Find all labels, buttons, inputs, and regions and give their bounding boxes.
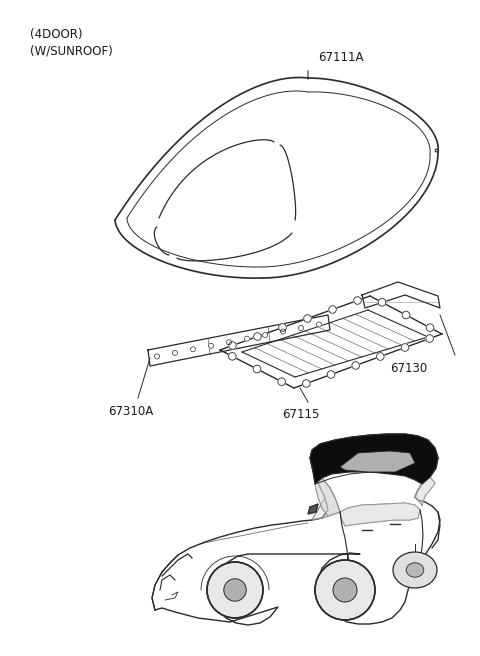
Circle shape bbox=[254, 333, 261, 340]
Circle shape bbox=[354, 297, 361, 304]
Ellipse shape bbox=[333, 578, 357, 602]
Ellipse shape bbox=[224, 579, 246, 601]
Circle shape bbox=[304, 315, 312, 322]
Text: (W/SUNROOF): (W/SUNROOF) bbox=[30, 44, 113, 57]
Text: 67115: 67115 bbox=[282, 408, 319, 421]
Circle shape bbox=[244, 336, 250, 341]
Circle shape bbox=[378, 298, 386, 306]
Circle shape bbox=[253, 365, 261, 373]
Circle shape bbox=[316, 322, 322, 327]
Circle shape bbox=[191, 347, 195, 352]
Polygon shape bbox=[340, 451, 415, 472]
Circle shape bbox=[172, 350, 178, 356]
Circle shape bbox=[278, 378, 286, 386]
Circle shape bbox=[228, 352, 236, 360]
Circle shape bbox=[302, 380, 310, 387]
Ellipse shape bbox=[406, 563, 424, 577]
Ellipse shape bbox=[207, 562, 263, 618]
Circle shape bbox=[402, 311, 410, 319]
Polygon shape bbox=[312, 467, 340, 520]
Polygon shape bbox=[315, 478, 340, 516]
Text: 67130: 67130 bbox=[390, 362, 427, 375]
Circle shape bbox=[376, 353, 384, 360]
Polygon shape bbox=[340, 503, 420, 526]
Polygon shape bbox=[310, 434, 438, 484]
Text: (4DOOR): (4DOOR) bbox=[30, 28, 83, 41]
Ellipse shape bbox=[393, 552, 437, 588]
Circle shape bbox=[263, 333, 267, 338]
Circle shape bbox=[426, 335, 433, 342]
Polygon shape bbox=[415, 477, 435, 505]
Circle shape bbox=[155, 354, 159, 359]
Circle shape bbox=[426, 324, 434, 331]
Circle shape bbox=[327, 371, 335, 379]
Circle shape bbox=[352, 361, 360, 369]
Ellipse shape bbox=[315, 560, 375, 620]
Circle shape bbox=[329, 306, 336, 314]
Circle shape bbox=[279, 323, 286, 331]
Text: 67310A: 67310A bbox=[108, 405, 153, 418]
Circle shape bbox=[227, 340, 231, 344]
Text: 67111A: 67111A bbox=[318, 51, 363, 64]
Circle shape bbox=[228, 342, 236, 349]
Circle shape bbox=[401, 344, 409, 352]
Polygon shape bbox=[308, 504, 318, 514]
Circle shape bbox=[299, 325, 303, 331]
Circle shape bbox=[208, 343, 214, 348]
Circle shape bbox=[280, 329, 286, 334]
